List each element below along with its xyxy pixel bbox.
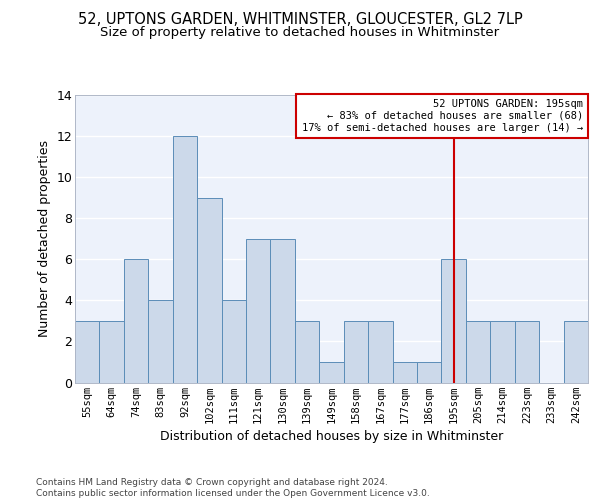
Bar	[442, 260, 466, 382]
Bar	[515, 321, 539, 382]
Text: 52 UPTONS GARDEN: 195sqm
← 83% of detached houses are smaller (68)
17% of semi-d: 52 UPTONS GARDEN: 195sqm ← 83% of detach…	[302, 100, 583, 132]
Bar	[75, 321, 100, 382]
Bar	[368, 321, 392, 382]
Bar	[271, 239, 295, 382]
Bar	[148, 300, 173, 382]
Bar	[319, 362, 344, 382]
Bar	[417, 362, 442, 382]
Bar	[392, 362, 417, 382]
Bar	[124, 260, 148, 382]
Text: Size of property relative to detached houses in Whitminster: Size of property relative to detached ho…	[100, 26, 500, 39]
Bar	[221, 300, 246, 382]
Bar	[246, 239, 271, 382]
Text: 52, UPTONS GARDEN, WHITMINSTER, GLOUCESTER, GL2 7LP: 52, UPTONS GARDEN, WHITMINSTER, GLOUCEST…	[77, 12, 523, 28]
Bar	[563, 321, 588, 382]
Bar	[197, 198, 221, 382]
Bar	[466, 321, 490, 382]
Bar	[344, 321, 368, 382]
Bar	[100, 321, 124, 382]
Bar	[295, 321, 319, 382]
Text: Contains HM Land Registry data © Crown copyright and database right 2024.
Contai: Contains HM Land Registry data © Crown c…	[36, 478, 430, 498]
Bar	[490, 321, 515, 382]
Y-axis label: Number of detached properties: Number of detached properties	[38, 140, 51, 337]
X-axis label: Distribution of detached houses by size in Whitminster: Distribution of detached houses by size …	[160, 430, 503, 442]
Bar	[173, 136, 197, 382]
